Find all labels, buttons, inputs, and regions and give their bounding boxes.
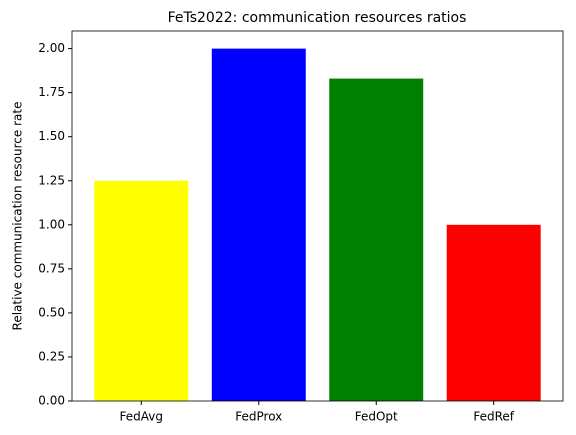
y-tick-label: 1.00 — [38, 217, 65, 231]
bar — [329, 78, 424, 402]
bar — [211, 48, 306, 401]
y-tick-label: 2.00 — [38, 41, 65, 55]
y-tick-label: 1.75 — [38, 85, 65, 99]
y-tick-label: 1.25 — [38, 173, 65, 187]
y-axis-label: Relative communication resource rate — [11, 102, 25, 331]
y-tick-label: 0.75 — [38, 261, 65, 275]
plot-frame — [71, 30, 564, 402]
y-tick-label: 0.25 — [38, 349, 65, 363]
y-tick-label: 0.50 — [38, 305, 65, 319]
chart-title: FeTs2022: communication resources ratios — [168, 10, 467, 26]
x-tick-label: FedAvg — [120, 410, 163, 424]
bar — [446, 224, 541, 401]
x-tick-label: FedOpt — [355, 410, 398, 424]
y-tick-label: 1.50 — [38, 129, 65, 143]
x-tick-label: FedProx — [235, 410, 282, 424]
x-tick-label: FedRef — [473, 410, 514, 424]
bar — [94, 180, 189, 401]
y-tick-label: 0.00 — [38, 394, 65, 408]
